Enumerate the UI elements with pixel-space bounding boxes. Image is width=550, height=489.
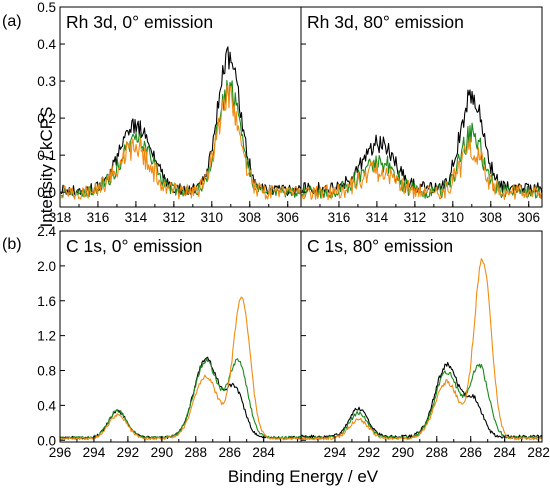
x-tick-label: 290 xyxy=(392,445,415,460)
series-group xyxy=(301,89,542,201)
series-line-orange xyxy=(301,136,542,201)
plot-frame xyxy=(300,230,543,443)
series-line-black xyxy=(301,361,542,439)
y-tick-label: 0.2 xyxy=(37,111,56,126)
x-tick-label: 306 xyxy=(517,210,540,225)
y-tick-label: 0.1 xyxy=(37,148,56,163)
series-line-green xyxy=(60,80,301,198)
series-line-green xyxy=(60,358,301,440)
x-tick-label: 314 xyxy=(125,210,148,225)
series-group xyxy=(60,296,301,441)
series-line-black xyxy=(301,89,542,195)
x-tick-label: 310 xyxy=(201,210,224,225)
x-tick-label: 284 xyxy=(493,445,516,460)
panel-title: C 1s, 0° emission xyxy=(66,236,202,256)
panel-rh-80: 316 314 312 310 308 306 Rh 3d, 80° emission xyxy=(300,6,543,225)
x-tick-label: 306 xyxy=(276,210,299,225)
x-tick-label: 288 xyxy=(426,445,449,460)
y-tick-label: 1.2 xyxy=(37,329,56,344)
y-tick-label: 0.4 xyxy=(37,398,56,413)
series-line-orange xyxy=(60,84,301,200)
series-line-black xyxy=(60,46,301,196)
y-tick-label: 0.4 xyxy=(37,37,56,52)
panel-title: Rh 3d, 0° emission xyxy=(66,12,213,32)
y-tick-label: 0.3 xyxy=(37,74,56,89)
x-tick-label: 282 xyxy=(527,445,550,460)
y-tick-label: 0.0 xyxy=(37,433,56,448)
series-group xyxy=(60,46,301,200)
panel-title: C 1s, 80° emission xyxy=(307,236,453,256)
x-tick-label: 292 xyxy=(117,445,140,460)
series-line-black xyxy=(60,356,301,440)
row-label-a: (a) xyxy=(2,13,22,30)
x-tick-label: 296 xyxy=(49,445,72,460)
x-tick-label: 312 xyxy=(404,210,427,225)
x-tick-label: 294 xyxy=(324,445,347,460)
x-tick-label: 314 xyxy=(366,210,389,225)
y-tick-label: 2.0 xyxy=(37,259,56,274)
plot-frame xyxy=(300,6,543,208)
x-tick-label: 312 xyxy=(163,210,186,225)
x-tick-label: 290 xyxy=(151,445,174,460)
x-tick-label: 308 xyxy=(238,210,261,225)
series-line-orange xyxy=(301,258,542,441)
panel-c-80: 294 292 290 288 286 284 282 C 1s, 80° emission xyxy=(300,230,550,460)
y-tick-label: 0.5 xyxy=(37,0,56,15)
x-tick-label: 284 xyxy=(252,445,275,460)
x-axis-label: Binding Energy / eV xyxy=(228,467,379,486)
y-axis-label: Intensity / kCPS xyxy=(37,107,56,228)
y-tick-label: 0.0 xyxy=(37,185,56,200)
x-tick-label: 316 xyxy=(87,210,110,225)
panel-rh-0: 318 316 314 312 310 308 306 0.0 0.1 0.2 0.3 0.4 0.5 R… xyxy=(37,0,302,225)
series-line-orange xyxy=(60,296,301,441)
row-label-b: (b) xyxy=(2,236,22,253)
plot-frame xyxy=(59,230,302,443)
x-tick-label: 288 xyxy=(185,445,208,460)
panels: 318 316 314 312 310 308 306 0.0 0.1 0.2 0.3 0.4 0.5 R… xyxy=(37,0,550,460)
x-tick-label: 316 xyxy=(328,210,351,225)
x-tick-label: 294 xyxy=(83,445,106,460)
plot-frame xyxy=(59,6,302,208)
x-tick-label: 318 xyxy=(49,210,72,225)
y-tick-label: 1.6 xyxy=(37,294,56,309)
panel-title: Rh 3d, 80° emission xyxy=(307,12,464,32)
x-tick-label: 308 xyxy=(479,210,502,225)
x-tick-label: 292 xyxy=(358,445,381,460)
y-tick-label: 0.8 xyxy=(37,364,56,379)
x-tick-label: 310 xyxy=(442,210,465,225)
x-tick-label: 286 xyxy=(459,445,482,460)
x-tick-label: 286 xyxy=(218,445,241,460)
series-group xyxy=(301,258,542,441)
panel-c-0: 296 294 292 290 288 286 284 0.0 0.4 0.8 1.2 1.6 2.0 2… xyxy=(37,224,302,460)
series-line-green xyxy=(301,122,542,199)
y-tick-label: 2.4 xyxy=(37,224,56,239)
